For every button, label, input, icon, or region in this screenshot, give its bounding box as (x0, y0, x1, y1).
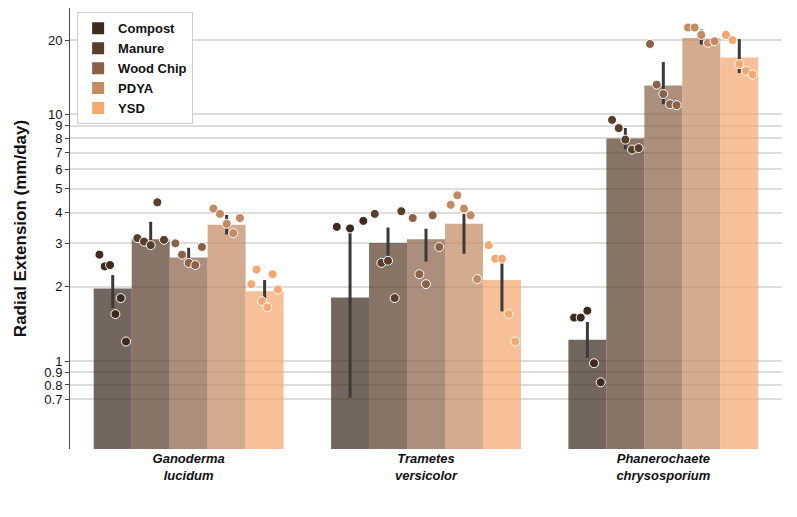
svg-text:20: 20 (48, 33, 62, 48)
svg-text:0.8: 0.8 (44, 378, 62, 393)
svg-text:9: 9 (55, 118, 62, 133)
svg-text:Trametesversicolor: Trametesversicolor (395, 451, 458, 483)
svg-text:Compost: Compost (118, 21, 175, 36)
svg-text:Phanerochaetechrysosporium: Phanerochaetechrysosporium (616, 451, 710, 483)
svg-text:3: 3 (55, 236, 62, 251)
svg-text:0.7: 0.7 (44, 392, 62, 407)
svg-text:6: 6 (55, 162, 62, 177)
svg-text:Wood Chip: Wood Chip (118, 61, 186, 76)
svg-text:Manure: Manure (118, 41, 164, 56)
svg-text:2: 2 (55, 279, 62, 294)
svg-text:0.9: 0.9 (44, 365, 62, 380)
svg-text:4: 4 (55, 205, 62, 220)
svg-text:1: 1 (55, 354, 62, 369)
svg-text:10: 10 (48, 107, 62, 122)
svg-text:8: 8 (55, 131, 62, 146)
svg-text:YSD: YSD (118, 101, 145, 116)
svg-text:Ganodermalucidum: Ganodermalucidum (153, 451, 225, 483)
svg-text:7: 7 (55, 145, 62, 160)
svg-text:Radial Extension (mm/day): Radial Extension (mm/day) (11, 120, 30, 337)
svg-text:PDYA: PDYA (118, 81, 154, 96)
svg-text:5: 5 (55, 181, 62, 196)
